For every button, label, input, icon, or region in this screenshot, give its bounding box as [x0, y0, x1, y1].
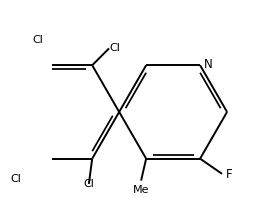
Text: Me: Me: [133, 185, 149, 195]
Text: Cl: Cl: [109, 43, 120, 53]
Text: Cl: Cl: [33, 35, 44, 45]
Text: Cl: Cl: [11, 174, 21, 184]
Text: Cl: Cl: [83, 179, 94, 189]
Text: F: F: [226, 168, 233, 181]
Text: N: N: [204, 58, 213, 71]
